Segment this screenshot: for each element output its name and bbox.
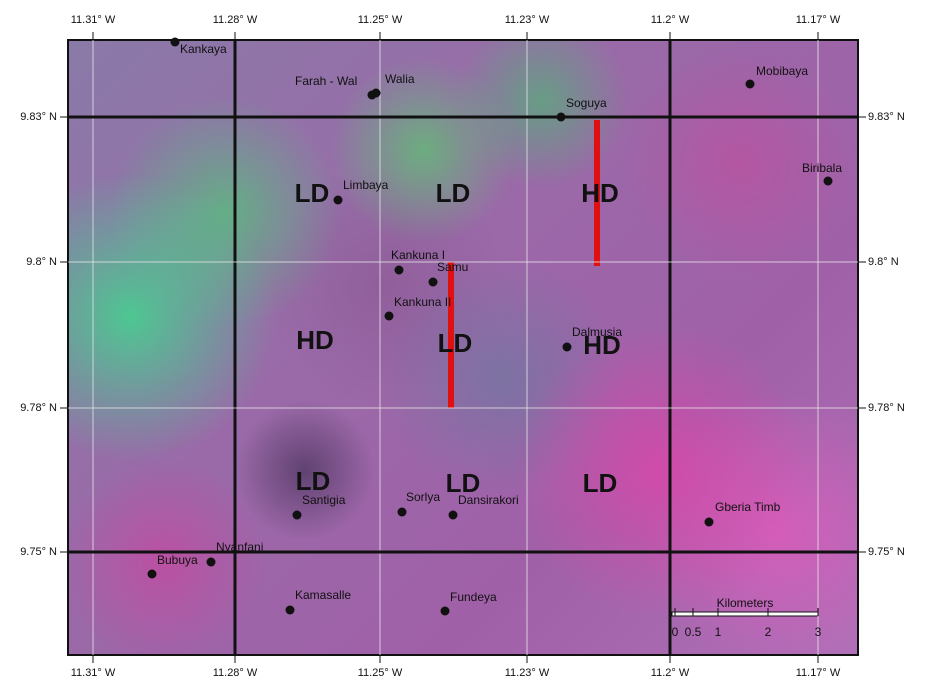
latitude-label: 9.8° N xyxy=(26,256,57,268)
place-label: Dansirakori xyxy=(458,493,519,507)
place-label: Kankuna II xyxy=(394,295,451,309)
place-label: Biribala xyxy=(802,161,842,175)
place-label: Santigia xyxy=(302,493,346,507)
place-label: Sorlya xyxy=(406,490,440,504)
map-frame xyxy=(67,39,859,656)
place-label: Nyanfani xyxy=(216,540,263,554)
place-marker xyxy=(292,510,302,520)
longitude-label: 11.17° W xyxy=(796,667,841,679)
place-marker xyxy=(428,277,438,287)
place-marker xyxy=(394,265,404,275)
place-label: Bubuya xyxy=(157,553,198,567)
zone-label: HD xyxy=(583,330,621,360)
place-label: Limbaya xyxy=(343,178,389,192)
scale-tick-label: 0 xyxy=(672,625,679,639)
zone-label: LD xyxy=(295,178,330,208)
place-marker xyxy=(556,112,566,122)
longitude-label: 11.28° W xyxy=(213,667,258,679)
zone-label: LD xyxy=(438,328,473,358)
longitude-label: 11.23° W xyxy=(505,14,550,26)
latitude-label: 9.78° N xyxy=(20,402,57,414)
latitude-label: 9.83° N xyxy=(868,111,905,123)
place-marker xyxy=(333,195,343,205)
zone-label: HD xyxy=(581,178,619,208)
longitude-label: 11.17° W xyxy=(796,14,841,26)
zone-label: LD xyxy=(583,468,618,498)
place-label: Walia xyxy=(385,72,415,86)
place-marker xyxy=(147,569,157,579)
longitude-label: 11.25° W xyxy=(358,667,403,679)
place-label: Mobibaya xyxy=(756,64,808,78)
place-marker xyxy=(285,605,295,615)
scale-bar xyxy=(671,611,819,617)
place-label: Dalmusia xyxy=(572,325,622,339)
place-marker xyxy=(440,606,450,616)
place-marker xyxy=(823,176,833,186)
place-marker xyxy=(745,79,755,89)
zone-label: LD xyxy=(446,468,481,498)
place-label: Kamasalle xyxy=(295,588,351,602)
latitude-label: 9.83° N xyxy=(20,111,57,123)
place-marker xyxy=(170,37,180,47)
longitude-label: 11.25° W xyxy=(358,14,403,26)
scale-title: Kilometers xyxy=(717,596,774,610)
place-marker xyxy=(371,88,381,98)
place-label: Samu xyxy=(437,260,468,274)
place-marker xyxy=(206,557,216,567)
place-marker xyxy=(384,311,394,321)
place-marker xyxy=(397,507,407,517)
zone-label: LD xyxy=(296,466,331,496)
zone-label: LD xyxy=(436,178,471,208)
latitude-label: 9.78° N xyxy=(868,402,905,414)
latitude-label: 9.8° N xyxy=(868,256,899,268)
place-label: Kankuna I xyxy=(391,248,445,262)
scale-tick-label: 2 xyxy=(765,625,772,639)
scale-tick-label: 0.5 xyxy=(685,625,702,639)
longitude-label: 11.2° W xyxy=(651,14,690,26)
longitude-label: 11.2° W xyxy=(651,667,690,679)
place-label: Fundeya xyxy=(450,590,497,604)
longitude-label: 11.28° W xyxy=(213,14,258,26)
place-label: Farah - Wal xyxy=(295,74,357,88)
zone-label: HD xyxy=(296,325,334,355)
scale-tick-label: 1 xyxy=(715,625,722,639)
latitude-label: 9.75° N xyxy=(868,546,905,558)
place-marker xyxy=(448,510,458,520)
longitude-label: 11.31° W xyxy=(71,14,116,26)
latitude-label: 9.75° N xyxy=(20,546,57,558)
longitude-label: 11.31° W xyxy=(71,667,116,679)
place-marker xyxy=(704,517,714,527)
place-label: Gberia Timb xyxy=(715,500,781,514)
scale-tick-label: 3 xyxy=(815,625,822,639)
place-label: Kankaya xyxy=(180,42,227,56)
longitude-label: 11.23° W xyxy=(505,667,550,679)
place-label: Soguya xyxy=(566,96,607,110)
place-marker xyxy=(562,342,572,352)
